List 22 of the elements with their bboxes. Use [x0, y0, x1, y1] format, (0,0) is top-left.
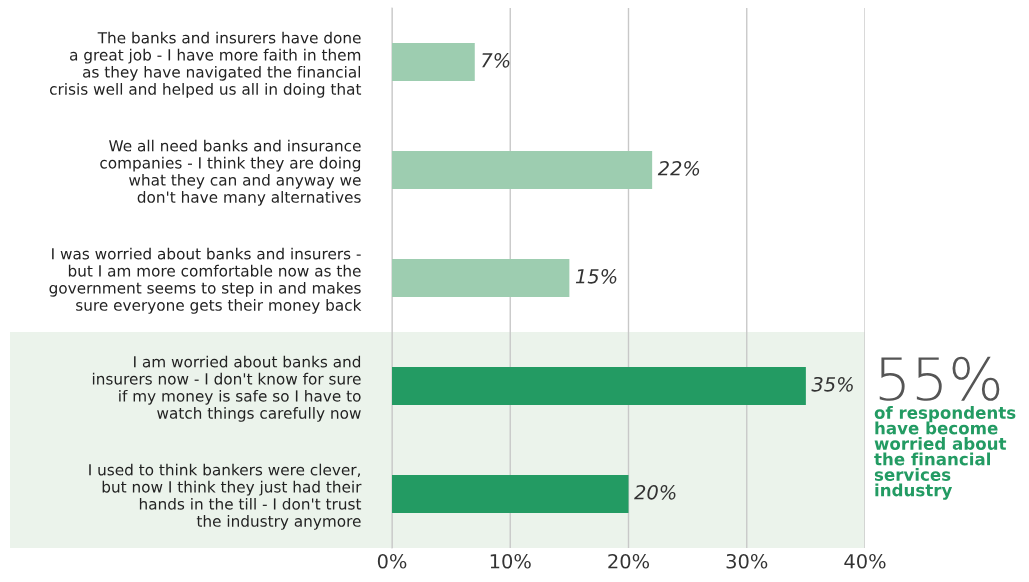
data-label: 22% [657, 160, 700, 176]
x-tick-label: 40% [844, 553, 886, 569]
y-tick-label: The banks and insurers have done a great job - I have more faith in them as they have navigated the financial crisis well and helped us all in doing that [49, 31, 362, 98]
x-tick-label: 0% [377, 553, 407, 569]
text: of respondents have become worried about the financial services industry [874, 406, 1016, 500]
y-tick-label: I was worried about banks and insurers - but I am more comfortable now as the government seems to step in and makes sure everyone gets their money back [49, 247, 362, 314]
bar [392, 151, 653, 189]
data-label: 35% [811, 376, 853, 392]
bar [392, 43, 475, 81]
x-tick-label: 10% [490, 553, 531, 569]
text: 55% [879, 356, 1000, 401]
data-label: 15% [575, 268, 617, 284]
y-tick-label: I am worried about banks and insurers now - I don't know for sure if my money is safe so I have to watch things carefully now [92, 355, 361, 422]
y-tick-label: We all need banks and insurance companies - I think they are doing what they can and anyway we don't have many alternatives [100, 139, 361, 206]
y-tick-label: I used to think bankers were clever, but now I think they just had their hands in the till - I don't trust the industry anymore [89, 463, 362, 530]
bar [392, 367, 806, 405]
x-tick-label: 20% [608, 553, 650, 569]
bar [392, 475, 629, 513]
data-label: 20% [634, 484, 676, 500]
bar [392, 259, 570, 297]
data-label: 7% [482, 52, 510, 68]
x-tick-label: 30% [726, 553, 768, 569]
